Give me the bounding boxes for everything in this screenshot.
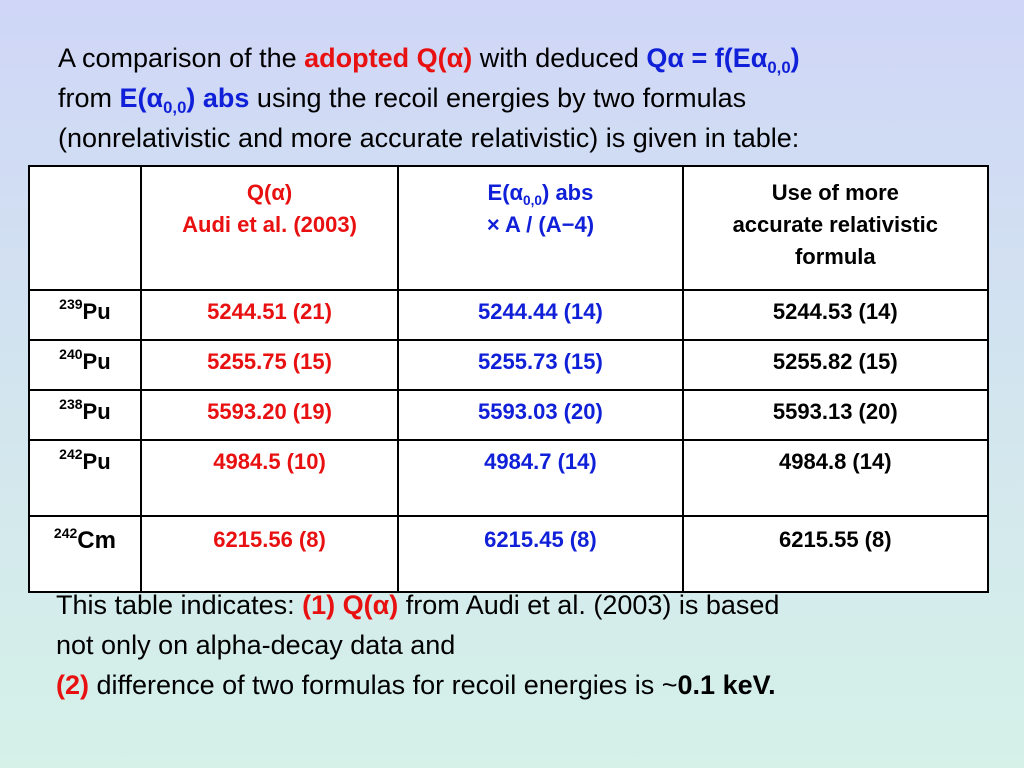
- table-row: 239Pu 5244.51 (21) 5244.44 (14) 5244.53 …: [28, 289, 990, 341]
- header-rel-line2: accurate relativistic: [732, 212, 939, 237]
- alpha-symbol: α: [750, 43, 768, 73]
- q-open: Q(: [342, 590, 373, 620]
- q-alpha-label: Q(α): [343, 590, 399, 620]
- paren-close: ): [463, 43, 473, 73]
- outro-text-2: from Audi et al. (2003) is based: [398, 590, 780, 620]
- q-letter: Q: [646, 43, 668, 73]
- nuclide-cell: 239Pu: [28, 289, 142, 341]
- outro-line-2: not only on alpha-decay data and: [56, 630, 456, 660]
- relativistic-cell: 4984.8 (14): [681, 439, 990, 517]
- intro-text-3: from: [58, 83, 120, 113]
- alpha-symbol: α: [667, 43, 684, 73]
- header-rel-line3: formula: [794, 244, 876, 269]
- relativistic-cell: 6215.55 (8): [681, 515, 990, 593]
- relativistic-cell: 5255.82 (15): [681, 339, 990, 391]
- e-abs-cell: 6215.45 (8): [397, 515, 684, 593]
- kev-value: 0.1 keV.: [677, 670, 776, 700]
- subscript-00: 0,0: [163, 97, 187, 117]
- header-e-abs: E(α0,0) abs × A / (A−4): [397, 165, 684, 291]
- alpha-symbol: α: [446, 43, 464, 73]
- element-symbol: Pu: [82, 449, 111, 474]
- header-e-pre: E(α: [487, 180, 524, 205]
- intro-text-4: using the recoil energies by two formula…: [249, 83, 747, 113]
- table-row: 242Cm 6215.56 (8) 6215.45 (8) 6215.55 (8…: [28, 515, 990, 593]
- formula-f: = f(E: [684, 43, 751, 73]
- header-q-alpha: Q(α): [246, 180, 293, 205]
- element-symbol: Pu: [82, 399, 111, 424]
- mass-number: 240: [59, 346, 83, 363]
- outro-line-3: (2) difference of two formulas for recoi…: [56, 665, 1016, 705]
- e-abs-cell: 5244.44 (14): [397, 289, 684, 341]
- e-abs-cell: 4984.7 (14): [397, 439, 684, 517]
- header-e-line1: E(α0,0) abs: [399, 177, 681, 209]
- element-symbol: Cm: [77, 527, 116, 554]
- mass-number: 242: [59, 446, 83, 463]
- conclusion-paragraph: This table indicates: (1) Q(α) from Audi…: [56, 585, 1016, 705]
- abs-text: ) abs: [186, 83, 250, 113]
- e-abs-cell: 5593.03 (20): [397, 389, 684, 441]
- nuclide-cell: 238Pu: [28, 389, 142, 441]
- outro-text: This table indicates:: [56, 590, 303, 620]
- outro-line-1: This table indicates: (1) Q(α) from Audi…: [56, 585, 1016, 625]
- e-open: E(: [119, 83, 147, 113]
- nuclide-cell: 240Pu: [28, 339, 142, 391]
- paren-close: ): [389, 590, 399, 620]
- table-row: 242Pu 4984.5 (10) 4984.7 (14) 4984.8 (14…: [28, 439, 990, 517]
- q-value-cell: 4984.5 (10): [139, 439, 400, 517]
- header-e-line2: × A / (A−4): [486, 212, 595, 237]
- intro-line-2: from E(α0,0) abs using the recoil energi…: [58, 78, 1018, 118]
- element-symbol: Pu: [82, 349, 111, 374]
- mass-number: 238: [59, 396, 83, 413]
- intro-line-1: A comparison of the adopted Q(α) with de…: [58, 38, 1018, 78]
- alpha-symbol: α: [372, 590, 390, 620]
- header-e-post: ) abs: [542, 180, 594, 205]
- nuclide-cell: 242Pu: [28, 439, 142, 517]
- element-symbol: Pu: [82, 299, 111, 324]
- nuclide-cell: 242Cm: [28, 515, 142, 593]
- relativistic-cell: 5244.53 (14): [681, 289, 990, 341]
- table-row: 238Pu 5593.20 (19) 5593.03 (20) 5593.13 …: [28, 389, 990, 441]
- header-relativistic: Use of more accurate relativistic formul…: [681, 165, 990, 291]
- header-empty-cell: [28, 165, 142, 291]
- header-audi: Audi et al. (2003): [182, 212, 357, 237]
- q-value-cell: 5255.75 (15): [139, 339, 400, 391]
- table-header-row: Q(α) Audi et al. (2003) E(α0,0) abs × A …: [28, 165, 990, 291]
- deduced-q-formula: Qα = f(Eα0,0): [646, 43, 800, 76]
- mass-number: 242: [53, 525, 78, 542]
- q-value-cell: 5244.51 (21): [139, 289, 400, 341]
- intro-text: A comparison of the: [58, 43, 305, 73]
- alpha-symbol: α: [146, 83, 164, 113]
- q-value-cell: 5593.20 (19): [139, 389, 400, 441]
- adopted-q-text: adopted Q(: [304, 43, 447, 73]
- intro-text-2: with deduced: [472, 43, 647, 73]
- point-2-marker: (2): [56, 670, 89, 700]
- outro-text-3: difference of two formulas for recoil en…: [89, 670, 678, 700]
- comparison-table: Q(α) Audi et al. (2003) E(α0,0) abs × A …: [28, 165, 990, 593]
- adopted-q-label: adopted Q(α): [304, 43, 472, 73]
- e-abs-cell: 5255.73 (15): [397, 339, 684, 391]
- subscript-00: 0,0: [767, 57, 791, 77]
- mass-number: 239: [59, 296, 83, 313]
- e-abs-label: E(α0,0) abs: [119, 83, 250, 116]
- relativistic-cell: 5593.13 (20): [681, 389, 990, 441]
- q-value-cell: 6215.56 (8): [139, 515, 400, 593]
- table-row: 240Pu 5255.75 (15) 5255.73 (15) 5255.82 …: [28, 339, 990, 391]
- header-rel-line1: Use of more: [771, 180, 899, 205]
- header-e-sub: 0,0: [523, 192, 542, 208]
- paren-close: ): [790, 43, 800, 73]
- intro-paragraph: A comparison of the adopted Q(α) with de…: [58, 38, 1018, 158]
- point-1-marker: (1): [302, 590, 343, 620]
- header-q-audi: Q(α) Audi et al. (2003): [139, 165, 400, 291]
- intro-line-3: (nonrelativistic and more accurate relat…: [58, 123, 800, 153]
